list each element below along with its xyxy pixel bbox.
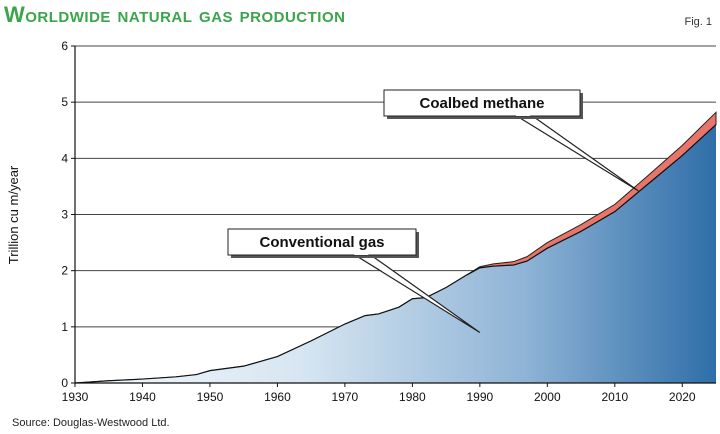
series-area-conventional-gas [75,124,716,383]
x-tick-label: 1950 [197,390,224,404]
x-tick-label: 2010 [601,390,628,404]
area-layer [74,111,717,384]
y-tick-label: 1 [61,320,68,334]
figure-label: Fig. 1 [684,16,712,28]
annotation-layer: Conventional gas Coalbed methane [227,89,639,333]
callout-conventional-gas: Conventional gas [227,228,481,333]
chart-svg: 0 1 2 3 4 5 6 1930 1940 1950 1960 1970 1980 1990 2000 2… [6,39,717,404]
series-line-conventional-gas [74,124,717,384]
x-tick-label: 1970 [332,390,359,404]
y-tick-label: 3 [61,208,68,222]
x-tick-label: 1990 [466,390,493,404]
callout-conventional-gas-box [227,228,417,256]
callout-coalbed-methane: Coalbed methane [383,89,639,192]
y-tick-label: 5 [61,95,68,109]
callout-conventional-gas-label: Conventional gas [259,234,384,251]
source-note: Source: Douglas-Westwood Ltd. [12,417,170,429]
axis-layer: 0 1 2 3 4 5 6 1930 1940 1950 1960 1970 1980 1990 2000 2… [61,39,716,404]
x-tick-label: 1980 [399,390,426,404]
y-tick-label: 0 [61,376,68,390]
callout-coalbed-methane-box [383,89,581,117]
callout-coalbed-methane-pointer [514,114,639,192]
chart-title: Worldwide natural gas production [4,2,346,27]
y-tick-label: 4 [61,151,68,165]
x-tick-label: 1940 [129,390,156,404]
x-tick-label: 1930 [62,390,89,404]
callout-coalbed-methane-label: Coalbed methane [419,95,544,112]
y-tick-label: 6 [61,39,68,53]
x-tick-label: 2000 [534,390,561,404]
y-tick-label: 2 [61,264,68,278]
y-axis-label: Trillion cu m/year [6,165,21,264]
x-tick-label: 2020 [669,390,696,404]
x-tick-label: 1960 [264,390,291,404]
callout-conventional-gas-pointer [353,253,481,333]
